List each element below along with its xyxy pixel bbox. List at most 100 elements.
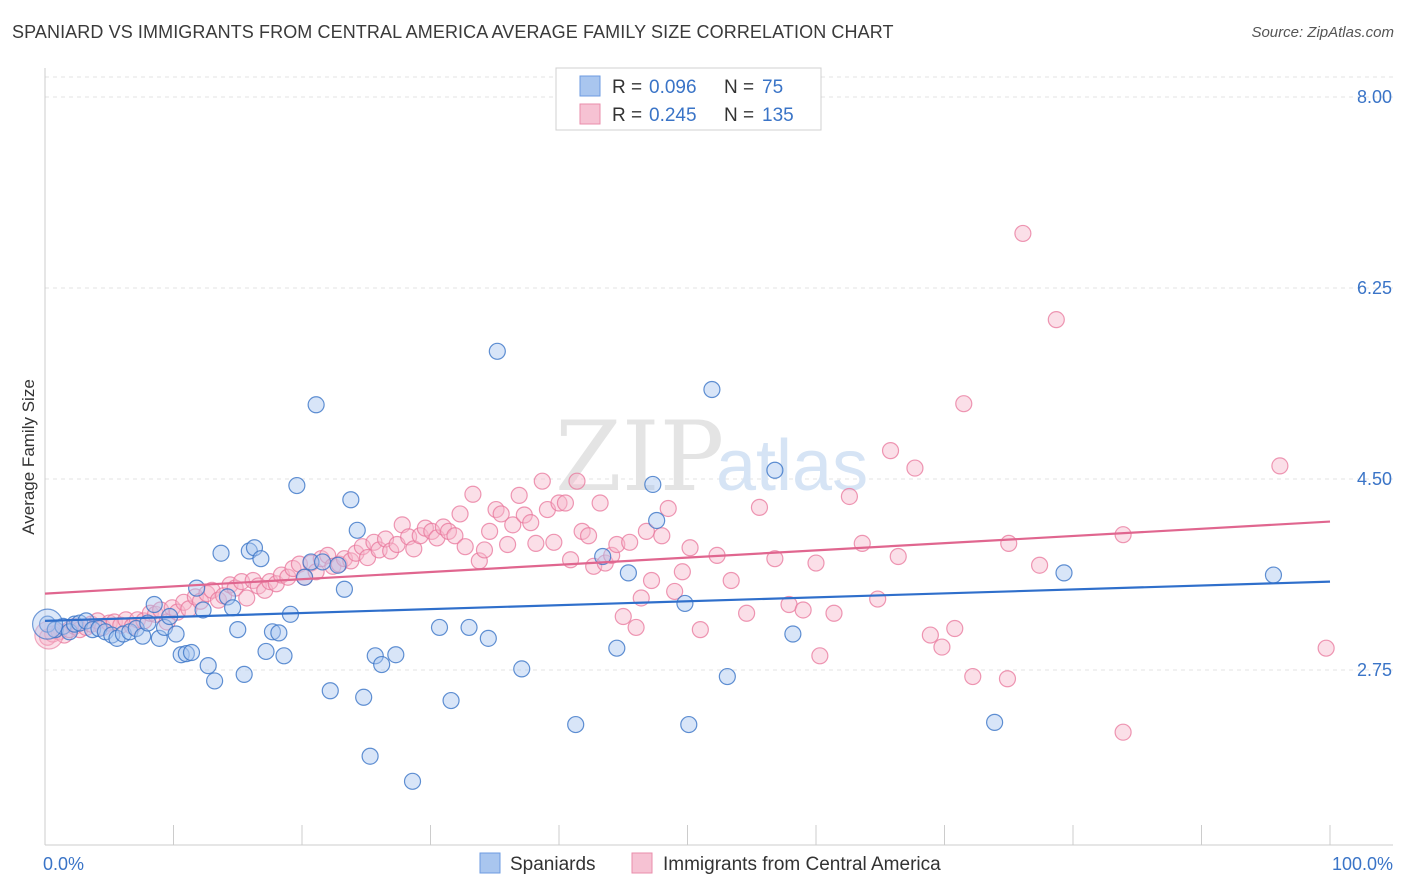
data-point-immigrants [527,534,545,552]
legend-r-label: R = [612,105,642,126]
data-point-immigrants [1014,224,1032,243]
chart-title: SPANIARD VS IMMIGRANTS FROM CENTRAL AMER… [12,22,894,42]
data-point-spaniards [373,655,391,674]
data-point-immigrants [964,667,982,686]
data-point-spaniards [206,672,224,690]
data-point-spaniards [270,624,288,642]
data-point-spaniards [442,691,460,710]
data-point-immigrants [608,535,626,554]
data-point-spaniards [513,660,531,678]
y-axis-label: Average Family Size [19,379,38,535]
x-tick-label: 0.0% [43,854,84,874]
legend-n-value: 135 [762,105,794,126]
x-tick-labels: 0.0% 100.0% [43,854,1393,874]
data-point-immigrants [811,647,829,665]
y-tick-labels: 8.00 6.25 4.50 2.75 [1357,87,1392,680]
data-point-immigrants [659,499,677,518]
data-point-immigrants [750,498,769,516]
data-point-immigrants [522,514,540,532]
legend-r-value: 0.245 [649,105,697,126]
data-point-spaniards [718,667,736,686]
data-point-spaniards [194,601,212,619]
data-point-immigrants [681,539,699,557]
legend: R = 0.096 N = 75 R = 0.245 N = 135 [555,67,822,131]
source-credit: Source: ZipAtlas.com [1251,24,1394,41]
data-point-spaniards [182,643,201,662]
data-point-immigrants [955,395,973,413]
data-point-immigrants [794,601,812,619]
data-point-spaniards [1055,564,1073,582]
bottom-legend-label-spaniards: Spaniards [510,854,596,875]
data-point-immigrants [614,607,632,626]
data-point-spaniards [275,647,293,665]
data-point-spaniards [680,715,698,734]
data-point-immigrants [1030,556,1049,574]
data-point-immigrants [451,505,469,523]
data-point-spaniards [177,645,195,663]
trend-line-spaniards [44,580,1331,622]
data-point-immigrants [504,516,522,534]
data-point-spaniards [460,618,478,637]
data-point-immigrants [603,546,621,565]
data-point-immigrants [579,527,598,545]
data-point-immigrants [673,563,691,581]
data-point-spaniards [295,568,314,586]
data-point-spaniards [488,342,506,360]
data-point-spaniards [784,625,802,643]
x-tick-label: 100.0% [1332,854,1393,874]
data-point-spaniards [145,595,163,614]
data-point-immigrants [627,618,645,637]
data-point-immigrants [738,604,756,622]
data-point-spaniards [252,550,270,568]
data-point-spaniards [567,715,585,734]
data-point-spaniards [355,688,373,706]
data-point-immigrants [1114,526,1132,544]
data-point-spaniards [188,579,206,597]
legend-r-value: 0.096 [649,77,697,98]
data-point-spaniards [150,629,168,647]
data-point-spaniards [245,539,264,557]
data-point-immigrants [807,554,825,572]
data-point-immigrants [766,550,784,568]
data-point-immigrants [691,621,709,639]
data-point-immigrants [550,494,568,512]
data-point-spaniards [321,682,339,700]
data-point-spaniards [172,646,190,664]
data-point-immigrants [464,485,482,503]
data-point-immigrants [825,604,843,622]
data-point-immigrants [545,533,563,551]
data-point-spaniards [648,511,666,530]
data-point-spaniards [619,564,637,582]
data-point-immigrants [1317,639,1335,657]
legend-n-value: 75 [762,77,783,98]
legend-n-label: N = [724,105,754,126]
data-point-immigrants [881,442,900,460]
data-point-spaniards [134,627,152,645]
data-point-spaniards [313,553,332,571]
data-point-immigrants [722,571,740,590]
data-point-immigrants [889,547,907,566]
watermark-zip: ZIP [555,401,724,513]
data-point-spaniards [387,646,405,664]
data-point-spaniards [403,772,422,790]
data-point-spaniards [479,629,497,647]
data-point-immigrants [998,670,1017,688]
legend-r-label: R = [612,77,642,98]
data-point-immigrants [499,535,517,554]
data-point-immigrants [382,542,400,560]
data-point-immigrants [1271,457,1289,475]
data-point-spaniards [199,657,217,675]
y-tick-label: 2.75 [1357,660,1392,680]
data-point-spaniards [31,608,64,640]
data-point-immigrants [446,527,464,545]
data-point-spaniards [335,580,354,598]
y-tick-label: 8.00 [1357,87,1392,107]
data-point-spaniards [644,475,662,494]
data-point-spaniards [263,623,282,641]
legend-n-label: N = [724,77,754,98]
data-point-immigrants [475,541,494,559]
bottom-legend-label-immigrants: Immigrants from Central America [663,854,941,875]
data-point-immigrants [642,571,661,590]
data-point-immigrants [933,638,951,656]
bottom-legend-swatch-spaniards [479,852,501,874]
